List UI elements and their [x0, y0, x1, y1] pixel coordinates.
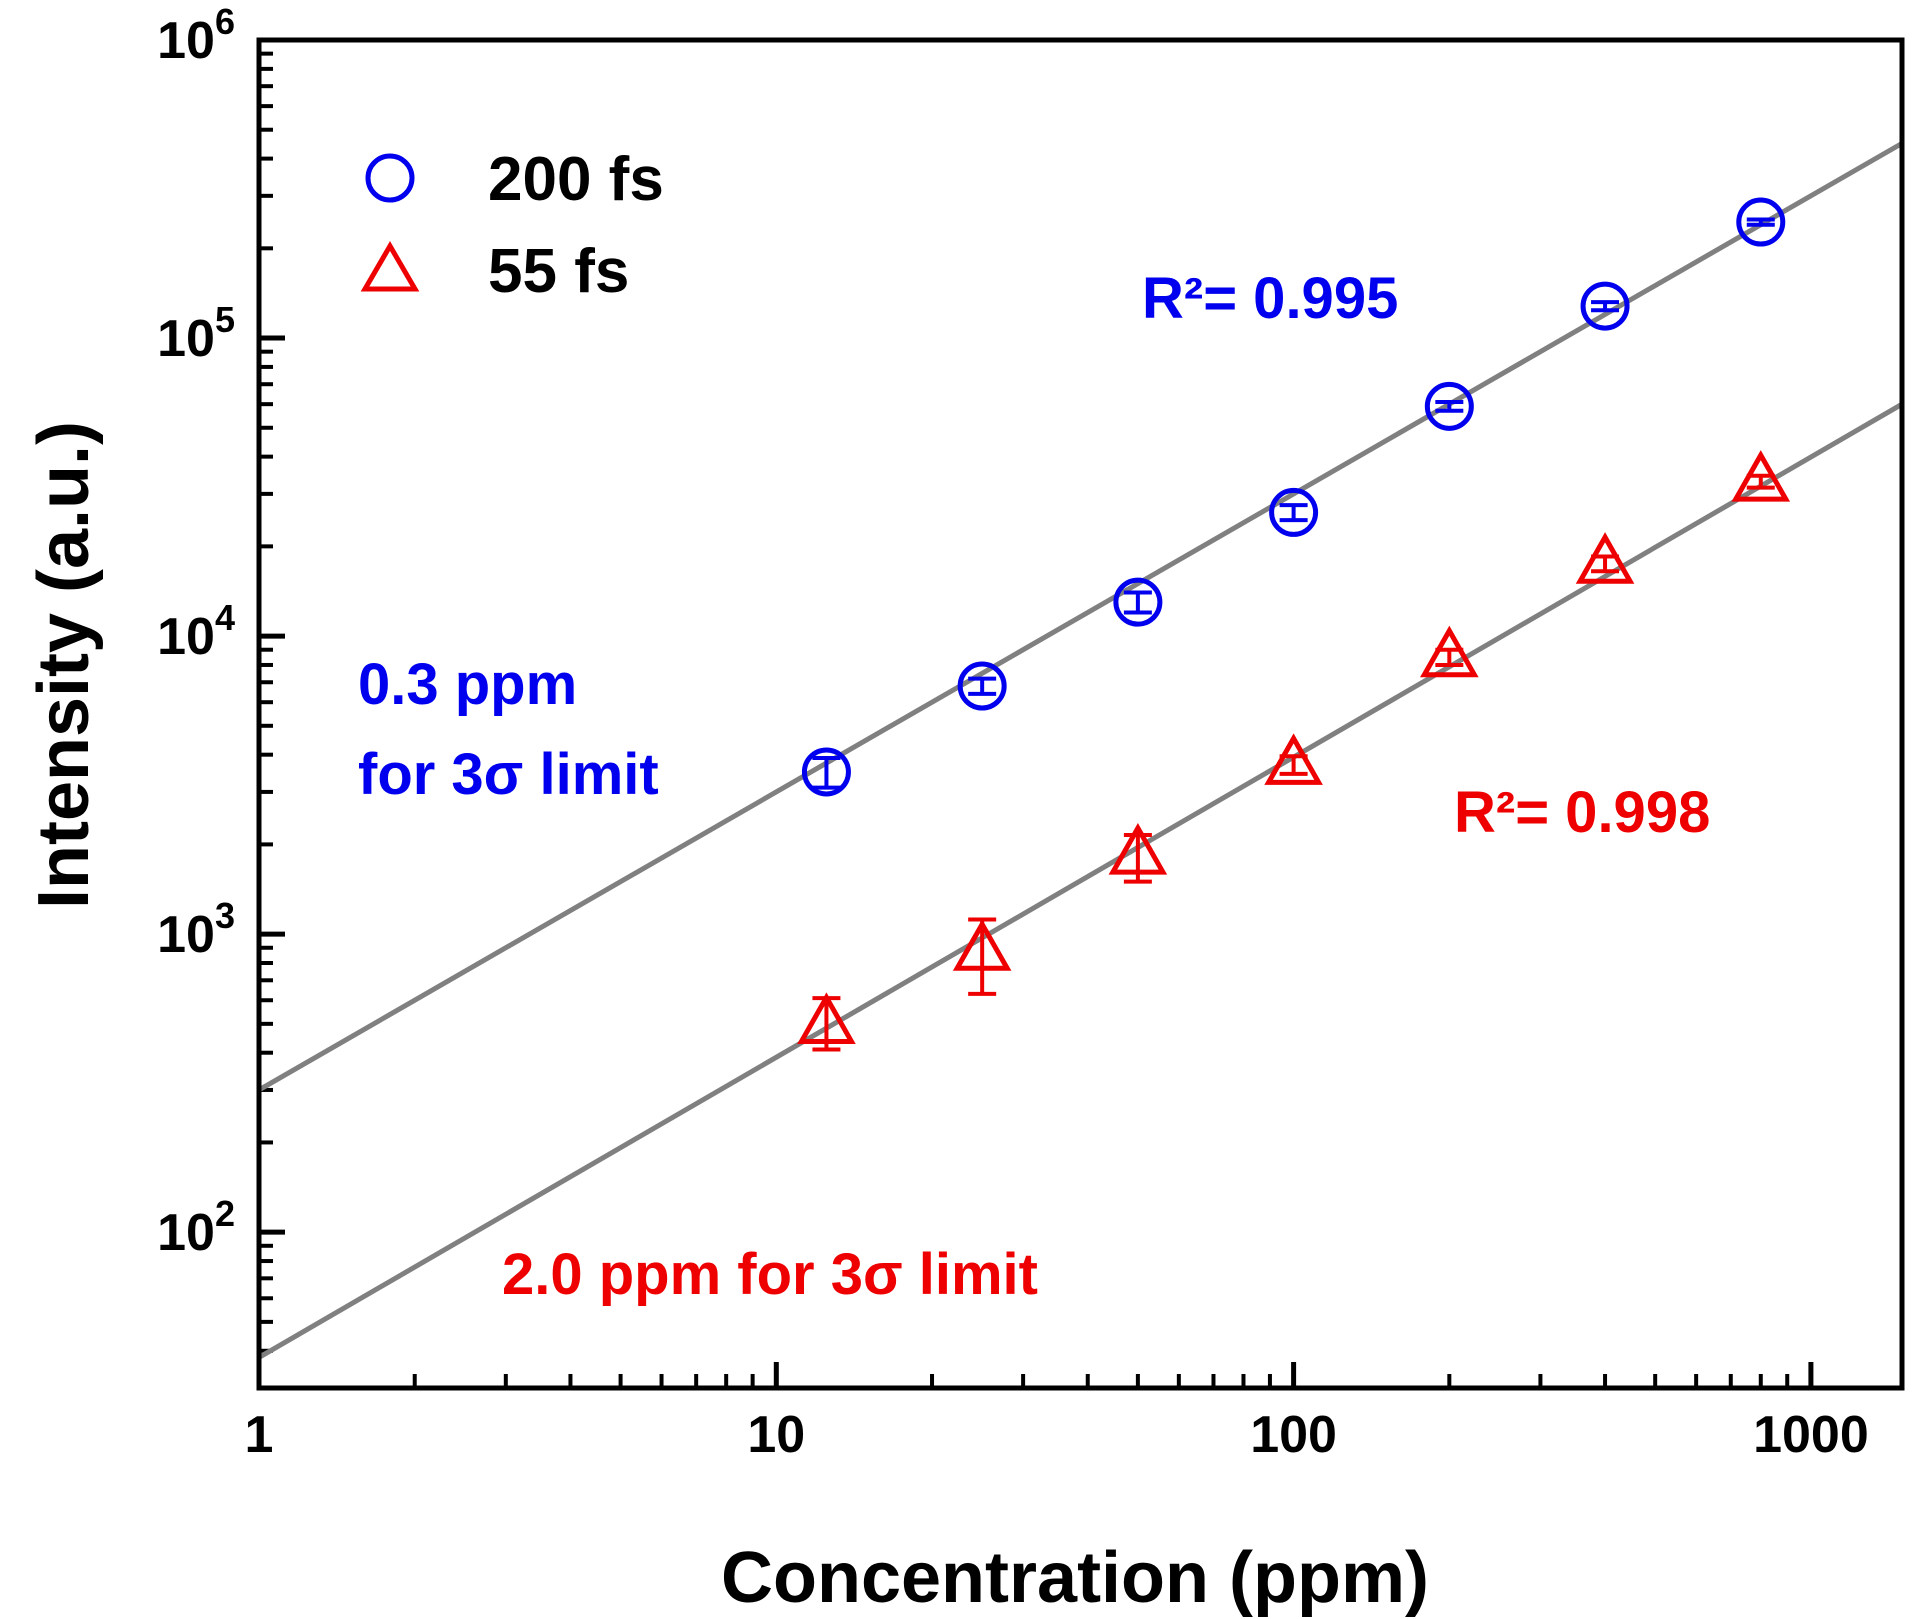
markers: [797, 197, 1791, 1044]
y-tick-labels: 102 103 104 105 106: [157, 1, 235, 1262]
data-point-55fs: [1108, 823, 1168, 875]
legend-label-55fs: 55 fs: [488, 237, 629, 306]
x-tick-label: 1: [245, 1406, 274, 1464]
legend-circle-marker-icon: [365, 153, 415, 203]
x-tick-labels: 1 10 100 1000: [245, 1406, 1869, 1464]
data-point-200fs: [957, 661, 1007, 711]
lod-label-55fs: 2.0 ppm for 3σ limit: [502, 1242, 1038, 1307]
data-point-200fs: [1424, 381, 1474, 431]
y-tick-label: 103: [157, 895, 235, 964]
y-tick-label: 102: [157, 1193, 235, 1262]
x-axis-title: Concentration (ppm): [721, 1538, 1429, 1618]
fit-line-55fs: [257, 401, 1904, 1360]
legend: 200 fs 55 fs: [360, 145, 664, 306]
lod-label-200fs-line1: 0.3 ppm: [358, 652, 577, 717]
legend-label-200fs: 200 fs: [488, 145, 664, 214]
data-point-55fs: [1575, 532, 1635, 584]
data-point-200fs: [1736, 197, 1786, 247]
r2-label-200fs: R²= 0.995: [1142, 266, 1398, 331]
x-tick-label: 100: [1250, 1406, 1337, 1464]
y-tick-label: 106: [157, 1, 235, 70]
data-point-200fs: [1269, 487, 1319, 537]
lod-label-200fs-line2: for 3σ limit: [358, 742, 659, 807]
y-tick-label: 104: [157, 597, 235, 666]
data-point-200fs: [1113, 577, 1163, 627]
y-axis-title: Intensity (a.u.): [24, 421, 104, 909]
data-point-55fs: [1264, 733, 1323, 785]
legend-triangle-marker-icon: [360, 241, 420, 292]
x-tick-label: 1000: [1753, 1406, 1869, 1464]
data-point-55fs: [797, 992, 856, 1044]
r2-label-55fs: R²= 0.998: [1454, 780, 1710, 845]
y-tick-label: 105: [157, 299, 235, 368]
data-point-55fs: [1420, 625, 1479, 678]
plot-frame: [256, 37, 1905, 1391]
data-point-55fs: [1731, 450, 1791, 502]
data-point-55fs: [952, 919, 1012, 971]
x-tick-label: 10: [747, 1406, 805, 1464]
data-point-200fs: [1580, 281, 1630, 331]
data-point-200fs: [801, 747, 851, 797]
